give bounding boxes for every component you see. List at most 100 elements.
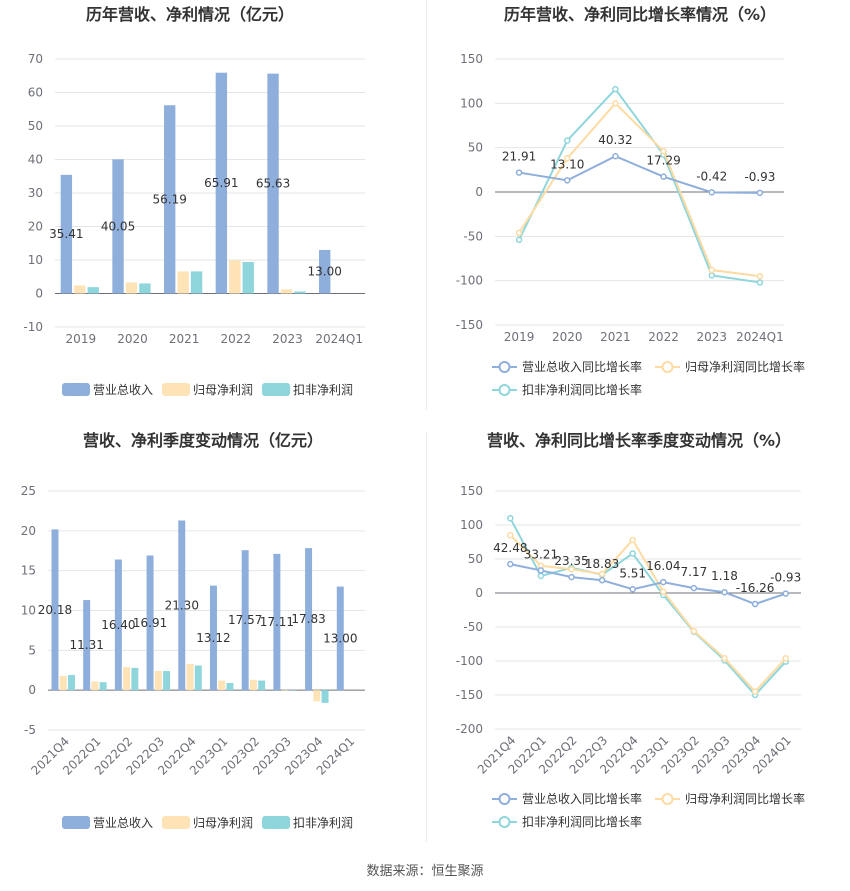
bar-net-profit bbox=[74, 285, 86, 294]
chart-title: 历年营收、净利同比增长率情况（%） bbox=[504, 5, 776, 24]
legend-label: 扣非净利润 bbox=[293, 816, 353, 830]
x-tick-label: 2023 bbox=[272, 332, 303, 346]
data-label: -16.26 bbox=[736, 581, 775, 595]
data-point bbox=[598, 570, 606, 578]
data-point bbox=[721, 655, 728, 662]
chart-title: 营收、净利同比增长率季度变动情况（%） bbox=[487, 431, 791, 450]
y-tick-label: 20 bbox=[28, 220, 43, 234]
data-label: 13.10 bbox=[550, 157, 584, 171]
data-point bbox=[782, 655, 789, 662]
data-label: 65.63 bbox=[256, 177, 290, 191]
data-label: 17.11 bbox=[260, 615, 294, 629]
data-point bbox=[507, 560, 514, 568]
data-point bbox=[568, 573, 575, 581]
y-tick-label: 10 bbox=[21, 604, 36, 618]
y-tick-label: -100 bbox=[456, 274, 483, 288]
x-tick-label: 2022 bbox=[221, 332, 252, 346]
data-source-note: 数据来源：恒生聚源 bbox=[366, 864, 484, 879]
data-point bbox=[564, 137, 571, 144]
legend-swatch bbox=[162, 383, 190, 396]
data-point bbox=[690, 584, 698, 592]
bar-net-profit bbox=[154, 671, 162, 691]
y-tick-label: 5 bbox=[28, 643, 36, 657]
panel-divider-bottom bbox=[426, 432, 427, 842]
bar-revenue bbox=[83, 600, 91, 691]
data-label: 16.04 bbox=[646, 559, 680, 573]
series-line bbox=[509, 534, 787, 694]
y-tick-label: 40 bbox=[28, 153, 43, 167]
legend-marker bbox=[498, 793, 511, 805]
bar-deducted-profit bbox=[163, 671, 171, 691]
x-tick-label: 2020 bbox=[117, 332, 148, 346]
legend-marker bbox=[661, 793, 674, 805]
data-point bbox=[598, 576, 606, 584]
y-tick-label: -150 bbox=[456, 688, 483, 702]
series-line bbox=[518, 155, 760, 194]
data-label: 13.00 bbox=[308, 265, 342, 279]
data-label: 35.41 bbox=[49, 227, 83, 241]
y-tick-label: -5 bbox=[24, 723, 36, 737]
bar-deducted-profit bbox=[131, 667, 139, 691]
bar-revenue bbox=[336, 586, 344, 691]
data-point bbox=[660, 173, 667, 180]
series-line bbox=[518, 101, 761, 278]
y-tick-label: 100 bbox=[460, 518, 483, 532]
bar-deducted-profit bbox=[258, 680, 266, 691]
data-point bbox=[515, 169, 523, 176]
data-point bbox=[537, 572, 545, 580]
data-label: 17.29 bbox=[646, 154, 680, 168]
annual-growth-rate-chart: 历年营收、净利同比增长率情况（%） -150 -100 -50 0 50 100 150 201… bbox=[456, 5, 805, 397]
data-point bbox=[629, 586, 636, 593]
bar-net-profit bbox=[123, 667, 131, 691]
legend-swatch bbox=[262, 816, 290, 829]
y-tick-label: 150 bbox=[460, 52, 483, 66]
bar-net-profit bbox=[229, 260, 241, 294]
data-label: 40.05 bbox=[101, 219, 135, 233]
data-label: 17.83 bbox=[291, 612, 325, 626]
data-label: 7.17 bbox=[681, 565, 708, 579]
bar-revenue bbox=[114, 559, 122, 691]
legend-swatch bbox=[62, 383, 90, 396]
data-label: -0.93 bbox=[744, 170, 775, 184]
legend-label: 归母净利润 bbox=[193, 816, 253, 830]
y-tick-label: 70 bbox=[28, 52, 43, 66]
legend-marker bbox=[498, 384, 511, 396]
legend-label: 扣非净利润同比增长率 bbox=[522, 382, 642, 397]
y-tick-label: 0 bbox=[475, 185, 483, 199]
data-label: 16.40 bbox=[101, 618, 135, 632]
y-tick-label: -10 bbox=[23, 320, 43, 334]
data-label: 20.18 bbox=[38, 603, 72, 617]
bar-revenue bbox=[273, 553, 281, 691]
bar-deducted-profit bbox=[289, 690, 297, 691]
y-tick-label: 0 bbox=[28, 683, 36, 697]
y-tick-label: 50 bbox=[28, 119, 43, 133]
data-label: 56.19 bbox=[153, 192, 187, 206]
x-tick-label: 2024Q1 bbox=[315, 332, 363, 346]
data-label: -0.42 bbox=[696, 169, 727, 183]
bar-revenue bbox=[305, 548, 313, 691]
bar-revenue bbox=[267, 73, 279, 294]
x-tick-label: 2019 bbox=[504, 330, 535, 344]
data-point bbox=[756, 279, 764, 286]
data-label: 40.32 bbox=[598, 133, 632, 147]
x-tick-label: 2024Q1 bbox=[736, 330, 784, 344]
legend-swatch bbox=[262, 383, 290, 396]
legend-marker bbox=[661, 361, 674, 373]
data-point bbox=[756, 272, 764, 280]
bar-net-profit bbox=[186, 663, 194, 691]
bar-deducted-profit bbox=[321, 690, 329, 703]
legend-label: 归母净利润同比增长率 bbox=[685, 359, 805, 374]
legend-label: 营业总收入 bbox=[93, 383, 153, 397]
bar-deducted-profit bbox=[87, 287, 99, 294]
bar-deducted-profit bbox=[139, 283, 151, 294]
y-tick-label: 10 bbox=[28, 253, 43, 267]
data-label: 11.31 bbox=[69, 638, 103, 652]
bar-deducted-profit bbox=[67, 675, 75, 691]
bar-deducted-profit bbox=[194, 665, 202, 691]
bar-deducted-profit bbox=[99, 682, 107, 691]
bar-revenue bbox=[319, 249, 331, 294]
bar-net-profit bbox=[59, 675, 67, 691]
bar-net-profit bbox=[218, 680, 226, 691]
data-point bbox=[568, 565, 575, 573]
bar-revenue bbox=[112, 159, 124, 294]
